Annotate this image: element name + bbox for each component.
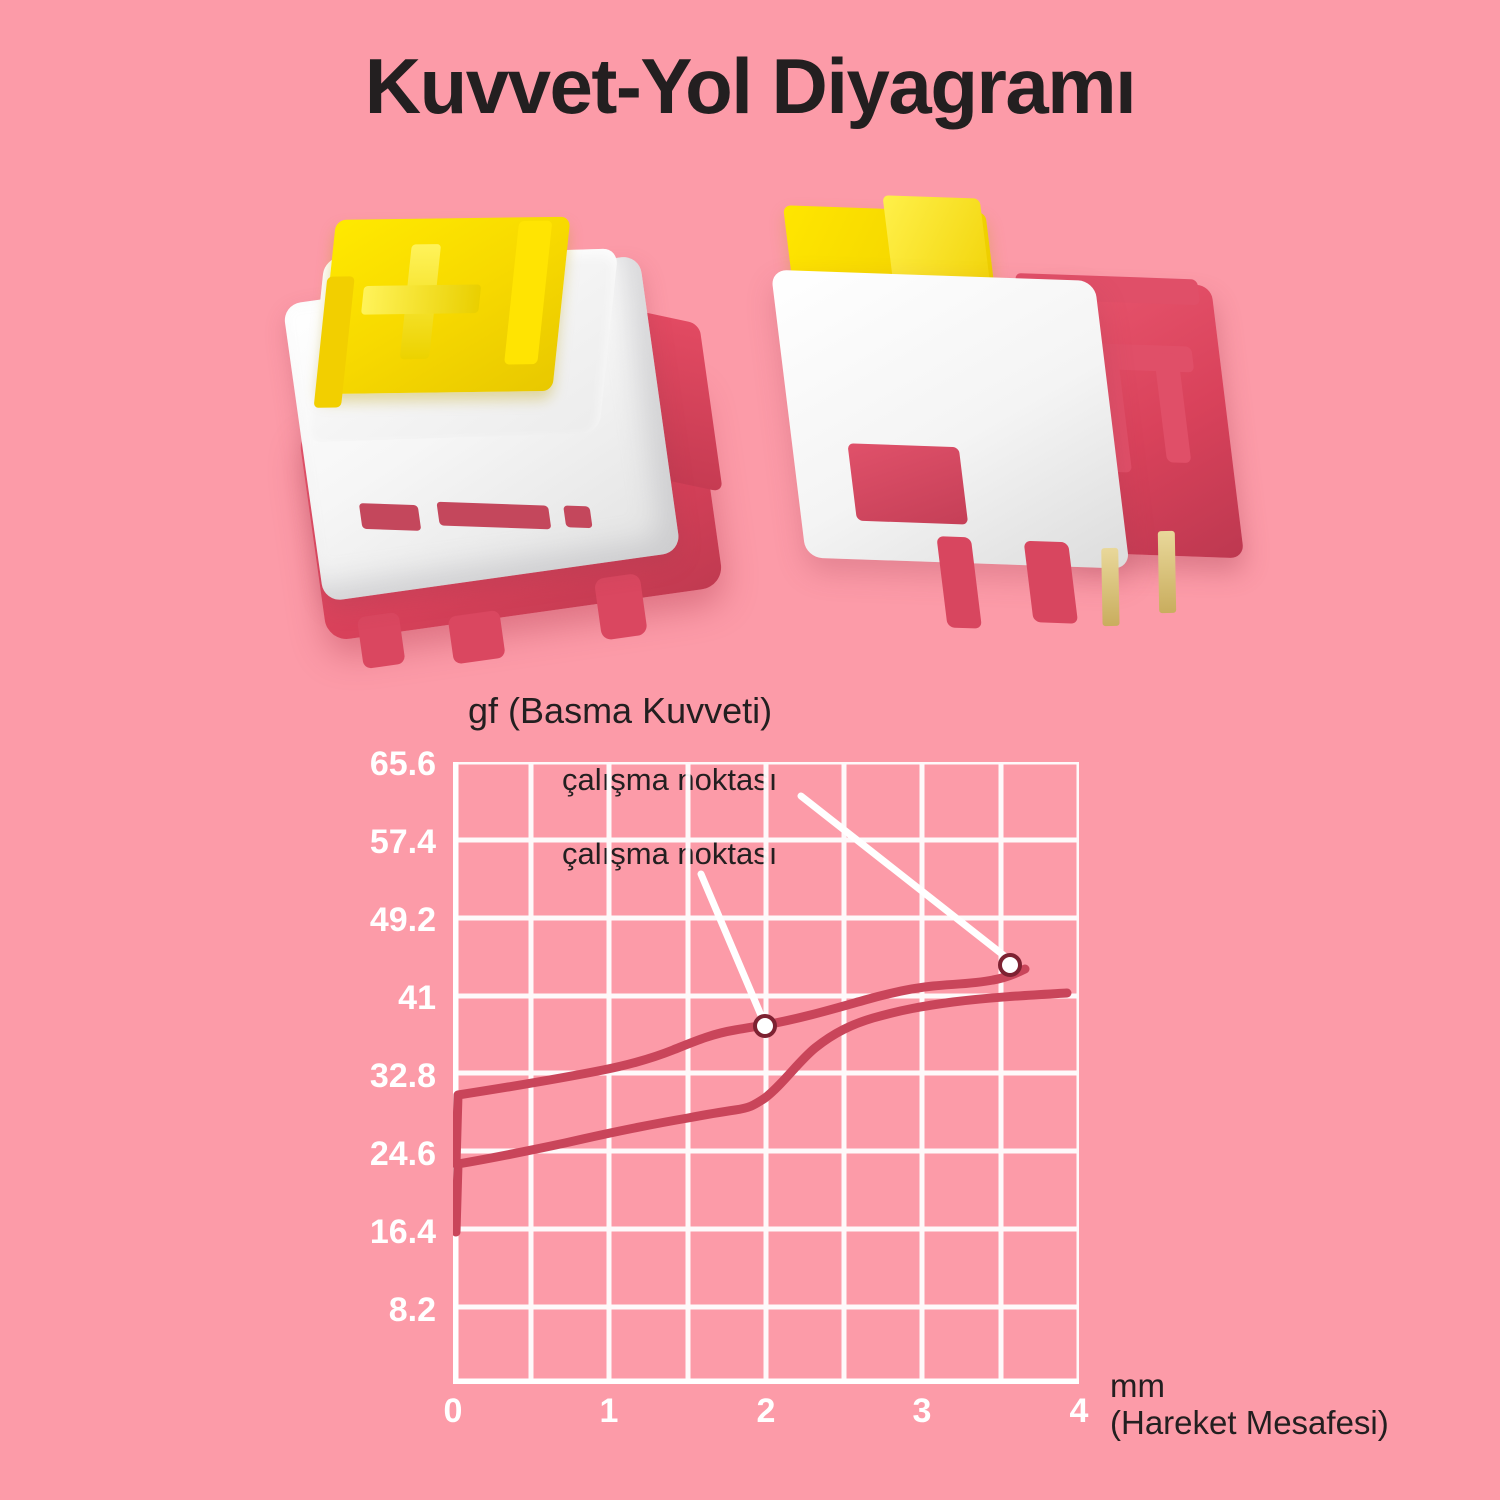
switch-housing-slot bbox=[358, 503, 422, 531]
y-tick-57-4: 57.4 bbox=[369, 823, 436, 861]
force-travel-chart: gf (Basma Kuvveti) 65.6 57.4 49.2 41 32.… bbox=[0, 640, 1500, 1500]
y-tick-41: 41 bbox=[398, 979, 436, 1017]
chart-grid bbox=[453, 762, 1079, 1384]
x-axis-unit: mm bbox=[1110, 1367, 1165, 1404]
mechanical-switch-front bbox=[242, 164, 769, 670]
switch-base-nub bbox=[593, 572, 648, 641]
x-tick-3: 3 bbox=[912, 1392, 932, 1430]
switch-gold-pin bbox=[1157, 530, 1177, 614]
x-tick-2: 2 bbox=[756, 1392, 776, 1430]
x-axis-title: mm (Hareket Mesafesi) bbox=[1110, 1367, 1389, 1442]
x-tick-1: 1 bbox=[599, 1392, 619, 1430]
y-tick-65-6: 65.6 bbox=[369, 745, 436, 783]
y-axis-sub: (Basma Kuvveti) bbox=[508, 690, 773, 731]
switch-housing-slot bbox=[563, 505, 593, 529]
y-axis-unit: gf bbox=[468, 690, 499, 731]
page-title: Kuvvet-Yol Diyagramı bbox=[364, 42, 1137, 130]
y-tick-8-2: 8.2 bbox=[388, 1291, 436, 1329]
y-tick-16-4: 16.4 bbox=[369, 1213, 436, 1251]
plot-area bbox=[453, 762, 1079, 1384]
x-axis-sub: (Hareket Mesafesi) bbox=[1110, 1403, 1389, 1441]
y-tick-32-8: 32.8 bbox=[369, 1057, 436, 1095]
product-photo-area bbox=[230, 170, 1280, 670]
y-axis-title: gf (Basma Kuvveti) bbox=[468, 690, 772, 732]
y-tick-49-2: 49.2 bbox=[369, 901, 436, 939]
x-tick-0: 0 bbox=[443, 1392, 463, 1430]
annotation-operating-point-1: çalışma noktası bbox=[562, 762, 778, 797]
switch-housing-slot bbox=[436, 501, 552, 530]
y-tick-24-6: 24.6 bbox=[369, 1135, 436, 1173]
switch-gold-pin bbox=[1101, 547, 1120, 627]
switch-stem-cross-horizontal bbox=[360, 284, 482, 315]
x-tick-4: 4 bbox=[1069, 1392, 1089, 1430]
mechanical-switch-side bbox=[723, 153, 1247, 677]
switch-housing-window bbox=[847, 443, 969, 525]
